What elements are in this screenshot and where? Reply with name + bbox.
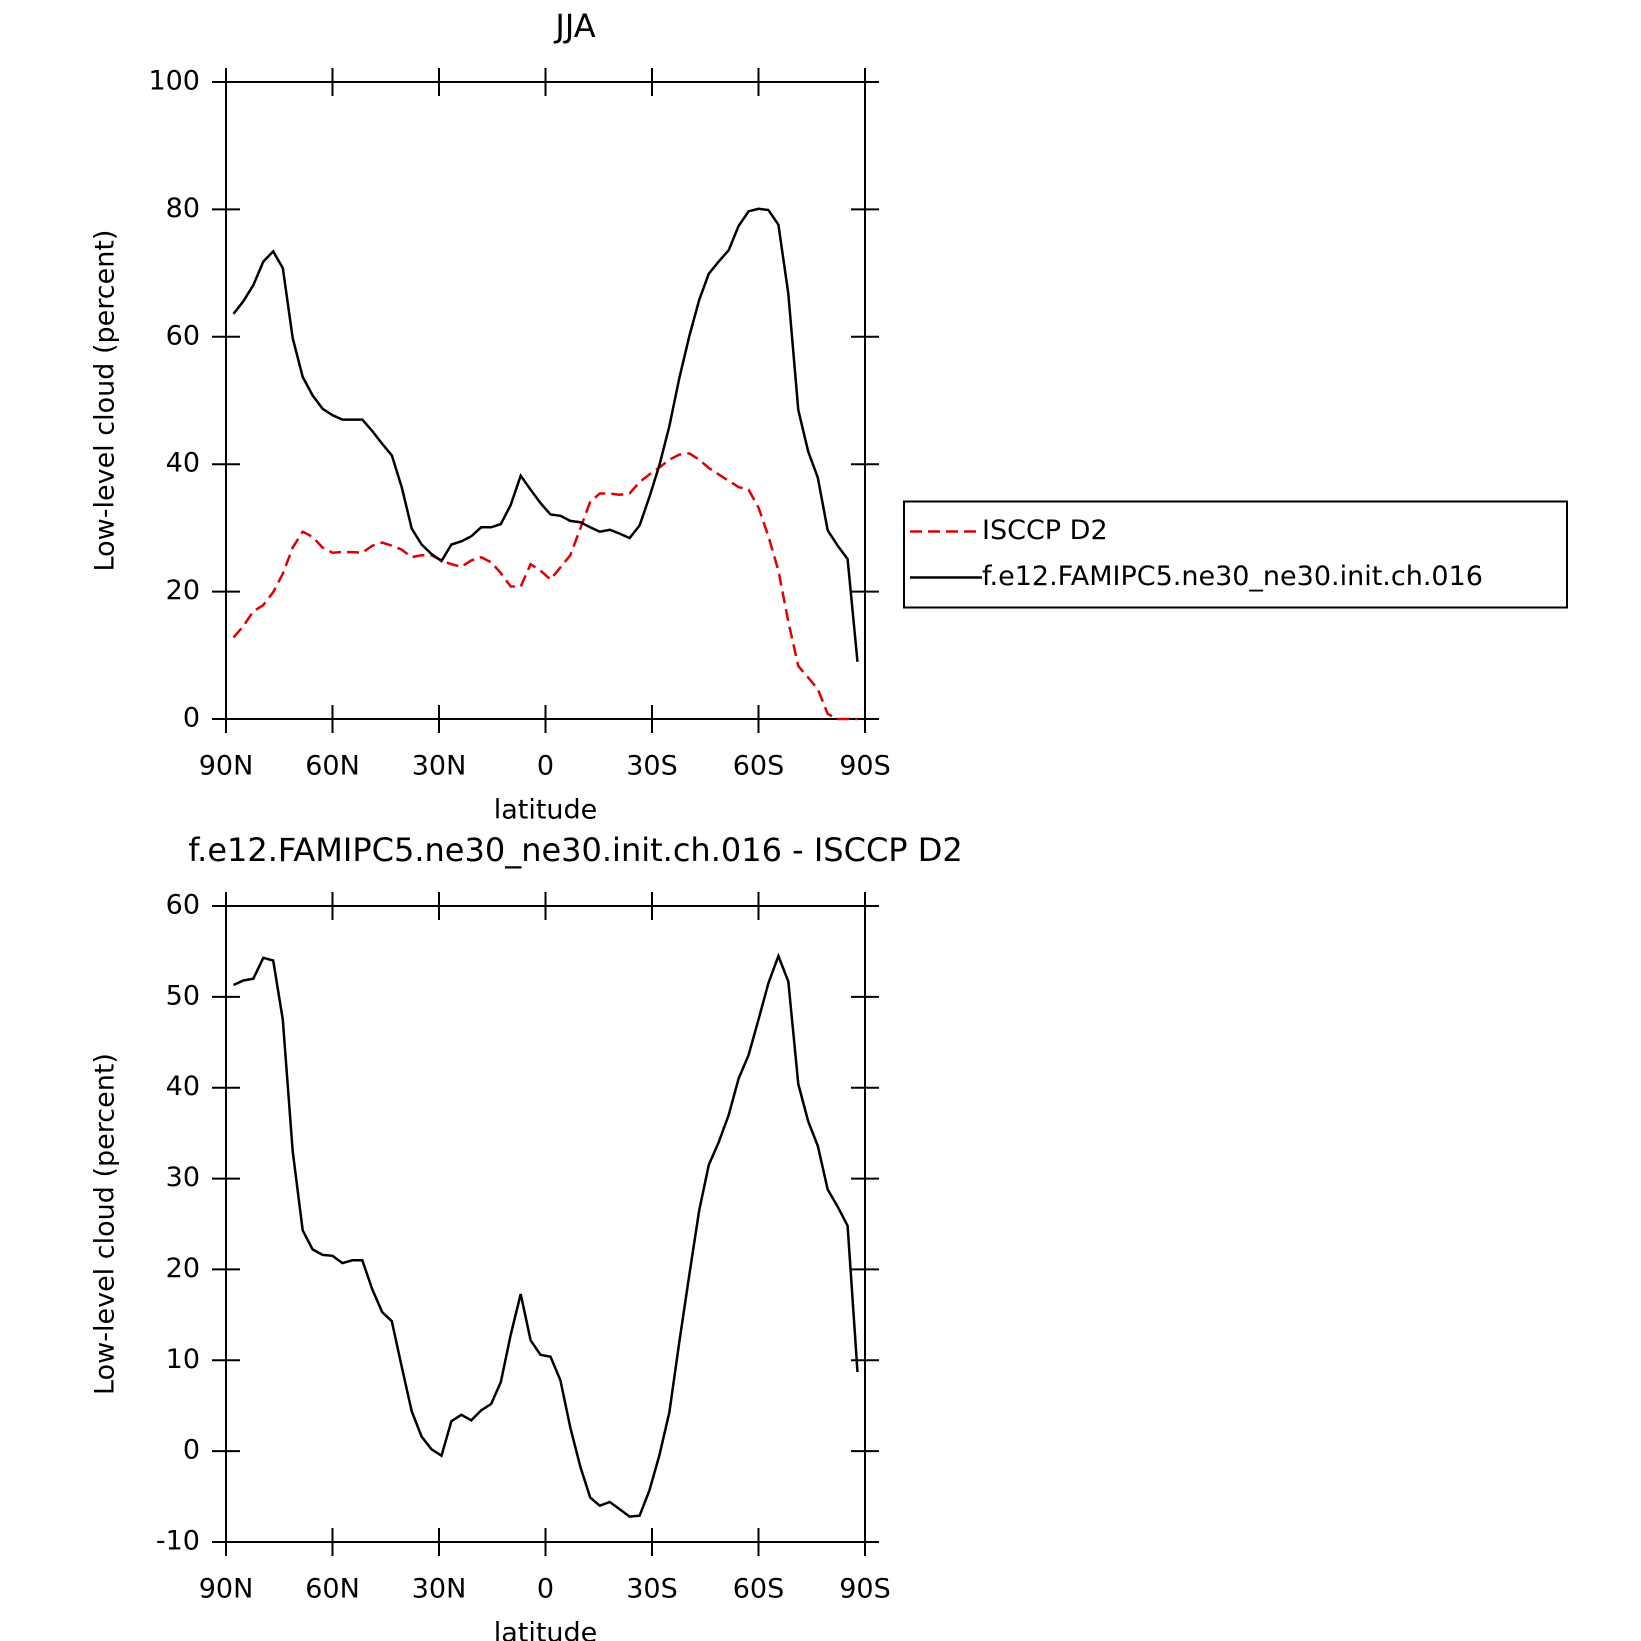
y-tick-label: 50 [166, 980, 200, 1011]
x-tick-label: 60N [305, 1574, 360, 1605]
legend-box [903, 500, 1568, 609]
x-tick-label: 90S [839, 1574, 891, 1605]
data-line [232, 452, 858, 721]
y-axis-label: Low-level cloud (percent) [90, 230, 121, 572]
y-tick-label: 20 [166, 1253, 200, 1284]
data-line [232, 207, 859, 662]
data-line [232, 952, 859, 1518]
x-tick-label: 30S [626, 1574, 678, 1605]
y-tick-label: 60 [166, 320, 200, 351]
y-tick-label: 100 [148, 66, 200, 97]
x-tick-label: 60S [733, 751, 785, 782]
y-tick-label: 0 [183, 703, 200, 734]
plot-frame [225, 905, 866, 1543]
y-tick-label: 20 [166, 575, 200, 606]
x-tick-label: 90S [839, 751, 891, 782]
y-tick-label: 30 [166, 1162, 200, 1193]
legend-label: ISCCP D2 [982, 515, 1108, 546]
x-tick-label: 60S [733, 1574, 785, 1605]
y-tick-label: 80 [166, 193, 200, 224]
x-tick-label: 90N [199, 1574, 254, 1605]
x-axis-label: latitude [494, 1618, 598, 1641]
y-tick-label: 40 [166, 1071, 200, 1102]
plot-frame [225, 81, 866, 720]
x-tick-label: 30N [412, 1574, 467, 1605]
x-tick-label: 0 [537, 751, 554, 782]
x-tick-label: 0 [537, 1574, 554, 1605]
x-tick-label: 90N [199, 751, 254, 782]
chart-title: JJA [553, 7, 595, 45]
legend-label: f.e12.FAMIPC5.ne30_ne30.init.ch.016 [982, 561, 1483, 592]
y-tick-label: 0 [183, 1435, 200, 1466]
x-tick-label: 30S [626, 751, 678, 782]
y-tick-label: -10 [156, 1526, 200, 1557]
y-axis-label: Low-level cloud (percent) [90, 1053, 121, 1395]
y-tick-label: 10 [166, 1344, 200, 1375]
x-tick-label: 60N [305, 751, 360, 782]
y-tick-label: 60 [166, 890, 200, 921]
chart-title: f.e12.FAMIPC5.ne30_ne30.init.ch.016 - IS… [188, 831, 963, 869]
x-tick-label: 30N [412, 751, 467, 782]
x-axis-label: latitude [494, 795, 598, 826]
y-tick-label: 40 [166, 448, 200, 479]
